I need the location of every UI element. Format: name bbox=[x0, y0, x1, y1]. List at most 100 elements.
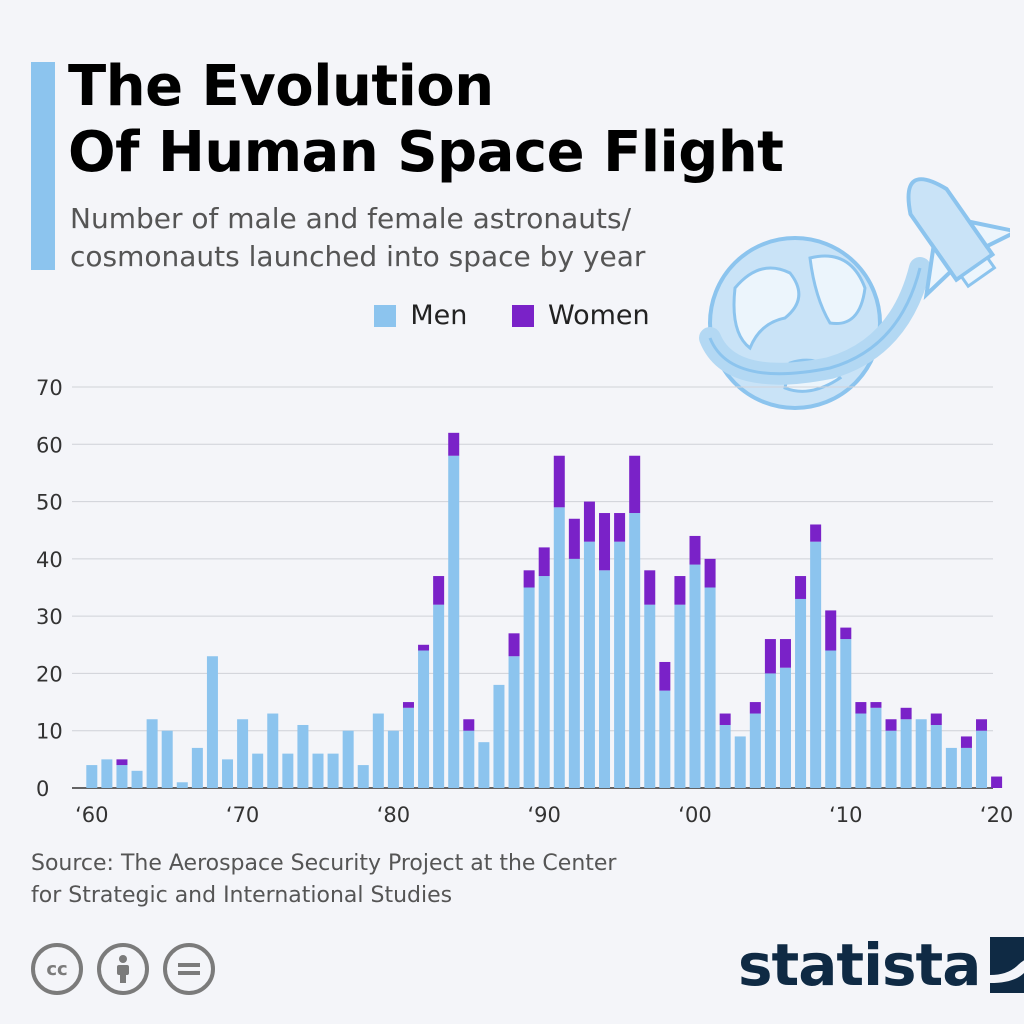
bar-women bbox=[674, 576, 686, 605]
bar-men bbox=[795, 598, 807, 788]
bar-men bbox=[719, 724, 731, 788]
bar-men bbox=[553, 507, 565, 788]
bar-men bbox=[282, 753, 294, 788]
by-icon[interactable] bbox=[97, 943, 149, 995]
bar-men bbox=[840, 639, 852, 788]
bar-men bbox=[267, 713, 279, 788]
bar-women bbox=[689, 535, 701, 565]
bar-women bbox=[418, 644, 430, 651]
bar-women bbox=[448, 432, 460, 456]
bar-men bbox=[312, 753, 324, 788]
x-tick-label: ‘60 bbox=[75, 803, 108, 827]
bar-women bbox=[991, 776, 1003, 788]
bar-women bbox=[795, 576, 807, 599]
bar-men bbox=[146, 719, 158, 788]
bar-men bbox=[629, 513, 641, 788]
subtitle-line-1: Number of male and female astronauts/ bbox=[70, 202, 632, 235]
bar-men bbox=[222, 759, 234, 788]
bar-men bbox=[779, 667, 791, 788]
bar-men bbox=[161, 730, 173, 788]
bar-men bbox=[644, 604, 656, 788]
bar-men bbox=[478, 742, 490, 788]
legend-label-women: Women bbox=[547, 300, 650, 331]
bar-men bbox=[116, 765, 128, 788]
bar-women bbox=[870, 702, 882, 708]
y-tick-label: 70 bbox=[36, 376, 63, 400]
bar-men bbox=[614, 541, 626, 788]
bar-women bbox=[553, 455, 565, 508]
bar-women bbox=[538, 547, 550, 577]
bar-men bbox=[206, 656, 218, 788]
y-tick-label: 30 bbox=[36, 605, 63, 629]
bar-men bbox=[463, 730, 475, 788]
y-tick-label: 0 bbox=[36, 777, 49, 801]
bar-men bbox=[252, 753, 264, 788]
bar-men bbox=[689, 564, 701, 788]
bar-women bbox=[433, 576, 445, 605]
bar-men bbox=[945, 747, 957, 788]
legend-swatch-women bbox=[511, 304, 534, 327]
bar-men bbox=[342, 730, 354, 788]
bar-women bbox=[810, 524, 822, 542]
subtitle-line-2: cosmonauts launched into space by year bbox=[70, 240, 646, 273]
bar-women bbox=[900, 707, 912, 720]
title-line-1: The Evolution bbox=[68, 54, 494, 119]
rocket-icon bbox=[906, 177, 1010, 301]
bar-women bbox=[704, 558, 716, 588]
bar-women bbox=[599, 513, 611, 571]
bar-men bbox=[930, 724, 942, 788]
nd-icon[interactable] bbox=[163, 943, 215, 995]
cc-icon[interactable]: cc bbox=[31, 943, 83, 995]
bar-men bbox=[749, 713, 761, 788]
y-tick-label: 40 bbox=[36, 548, 63, 572]
bar-women bbox=[749, 702, 761, 714]
x-tick-label: ‘80 bbox=[377, 803, 410, 827]
bar-men bbox=[704, 587, 716, 788]
x-tick-label: ‘70 bbox=[226, 803, 259, 827]
bar-men bbox=[418, 650, 430, 788]
bar-men bbox=[976, 730, 988, 788]
rocket-globe-illustration bbox=[699, 177, 1010, 410]
bar-men bbox=[448, 455, 460, 788]
bar-men bbox=[86, 765, 98, 788]
bar-men bbox=[176, 782, 188, 788]
bar-men bbox=[825, 650, 837, 788]
bar-women bbox=[976, 719, 988, 731]
bar-women bbox=[930, 713, 942, 725]
bar-men bbox=[101, 759, 113, 788]
bar-women bbox=[825, 610, 837, 651]
source-line-1: Source: The Aerospace Security Project a… bbox=[31, 851, 617, 876]
statista-logo[interactable]: statista bbox=[738, 930, 1024, 1000]
bar-men bbox=[191, 747, 203, 788]
bar-women bbox=[629, 455, 641, 514]
bar-men bbox=[387, 730, 399, 788]
bar-women bbox=[960, 736, 972, 748]
y-tick-label: 10 bbox=[36, 720, 63, 744]
bar-women bbox=[840, 627, 852, 640]
bar-men bbox=[674, 604, 686, 788]
bar-women bbox=[644, 570, 656, 605]
bar-chart: 0 10 20 30 40 50 60 70 ‘60 ‘70 ‘80 ‘90 ‘00 ‘10 ‘20 bbox=[36, 376, 1013, 827]
bar-men bbox=[900, 719, 912, 788]
bar-women bbox=[659, 661, 671, 691]
bar-men bbox=[327, 753, 339, 788]
y-tick-label: 60 bbox=[36, 433, 63, 457]
bar-men bbox=[885, 730, 897, 788]
bar-men bbox=[810, 541, 822, 788]
source-line-2: for Strategic and International Studies bbox=[31, 883, 453, 908]
bar-men bbox=[764, 673, 776, 788]
bar-men bbox=[855, 713, 867, 788]
bar-men bbox=[433, 604, 445, 788]
bar-men bbox=[960, 747, 972, 788]
bar-men bbox=[131, 770, 143, 788]
bar-women bbox=[583, 501, 595, 542]
bar-men bbox=[734, 736, 746, 788]
legend-label-men: Men bbox=[410, 300, 468, 331]
bar-women bbox=[463, 719, 475, 731]
source-note: Source: The Aerospace Security Project a… bbox=[31, 848, 616, 912]
bar-women bbox=[402, 702, 414, 708]
bar-women bbox=[508, 633, 520, 657]
y-tick-label: 20 bbox=[36, 662, 63, 686]
bar-men bbox=[599, 570, 611, 788]
bar-men bbox=[538, 576, 550, 788]
